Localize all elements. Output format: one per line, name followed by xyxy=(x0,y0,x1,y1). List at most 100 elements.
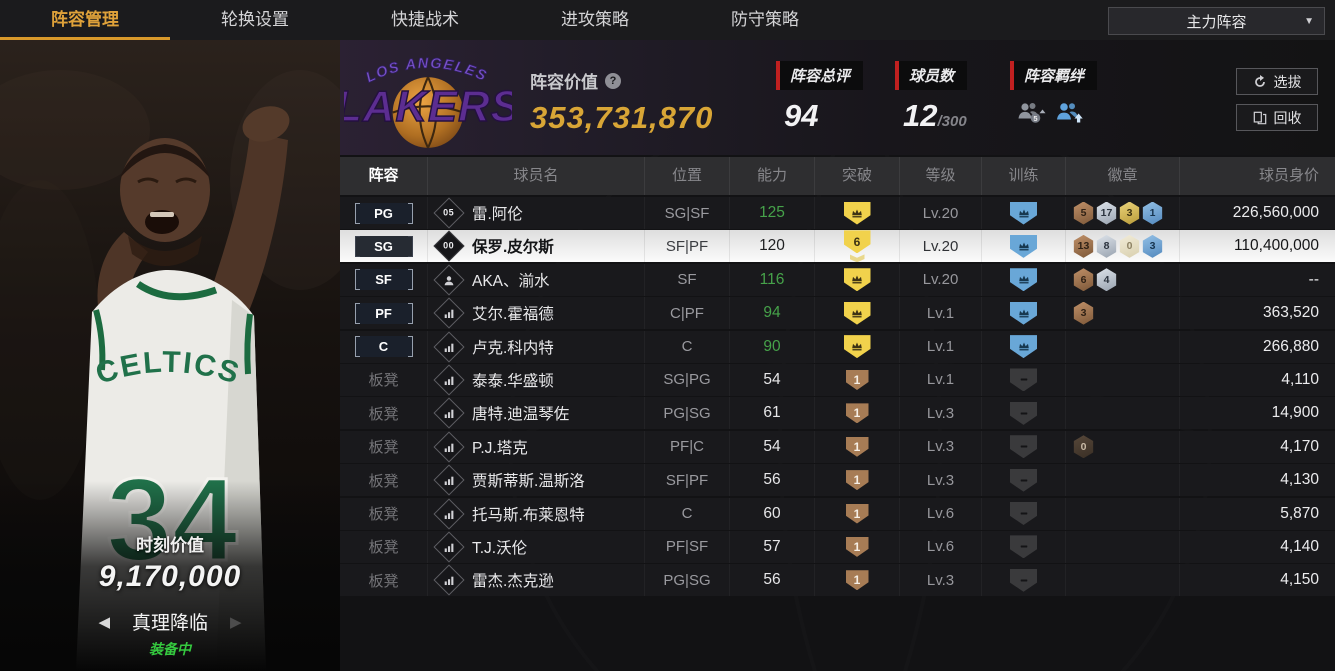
minus-icon xyxy=(1020,412,1027,415)
table-row[interactable]: 板凳 T.J.沃伦 PF|SF 57 1 Lv.6 4,140 xyxy=(340,530,1335,563)
chevron-icon xyxy=(849,254,865,263)
level-cell: Lv.3 xyxy=(900,564,982,597)
slot-label: 板凳 xyxy=(368,506,399,524)
ability-value: 56 xyxy=(763,471,781,489)
slot-cell: PG xyxy=(340,197,428,229)
nav-tab[interactable]: 阵容管理 xyxy=(0,0,170,40)
training-empty-badge xyxy=(1010,401,1037,425)
equipped-status: 装备中 xyxy=(149,641,191,657)
overall-rating-label: 阵容总评 xyxy=(776,61,864,90)
badge-hex-bronze: 3 xyxy=(1073,301,1094,325)
column-header: 等级 xyxy=(900,157,982,195)
bond-blue-icon[interactable] xyxy=(1054,100,1084,125)
lineup-value: 353,731,870 xyxy=(530,100,714,135)
value-cell: -- xyxy=(1180,264,1335,296)
ability-value: 90 xyxy=(763,337,781,355)
select-players-button[interactable]: 选拔 xyxy=(1236,68,1318,95)
badges-cell: 3 xyxy=(1066,297,1180,330)
player-cell: 卢克.科内特 xyxy=(428,330,645,363)
lineup-selector-dropdown[interactable]: 主力阵容 ▼ xyxy=(1108,7,1325,35)
slot-cell: 板凳 xyxy=(340,497,428,530)
next-moment-arrow-icon[interactable]: ▶ xyxy=(230,613,242,631)
ability-cell: 116 xyxy=(730,263,815,296)
player-value: 4,150 xyxy=(1280,571,1319,589)
column-header: 能力 xyxy=(730,157,815,195)
breakthrough-cell: 1 xyxy=(815,530,900,563)
position-value: SG|SF xyxy=(664,204,710,222)
nav-tab[interactable]: 轮换设置 xyxy=(221,10,289,29)
level-cell: Lv.1 xyxy=(900,363,982,396)
table-row[interactable]: C 卢克.科内特 C 90 Lv.1 266,880 xyxy=(340,330,1335,363)
stats-icon-frame xyxy=(433,564,465,596)
table-row[interactable]: 板凳 雷杰.杰克逊 PG|SG 56 1 Lv.3 4,150 xyxy=(340,564,1335,597)
table-row[interactable]: PF 艾尔.霍福德 C|PF 94 Lv.1 3 363,520 xyxy=(340,297,1335,330)
help-icon[interactable]: ? xyxy=(605,72,621,89)
position-cell: SG|PG xyxy=(645,363,730,396)
ability-cell: 125 xyxy=(730,197,815,229)
bond-gray-icon[interactable]: 5 xyxy=(1016,100,1046,125)
slot-label: 板凳 xyxy=(368,372,399,390)
training-crown-badge xyxy=(1010,268,1037,292)
breakthrough-cell xyxy=(815,297,900,330)
player-cell: 雷杰.杰克逊 xyxy=(428,564,645,597)
lineup-value-label: 阵容价值 xyxy=(530,73,598,92)
player-count-cap: /300 xyxy=(937,113,967,130)
position-cell: SF|PF xyxy=(645,464,730,497)
training-empty-badge xyxy=(1010,535,1037,559)
ability-cell: 120 xyxy=(730,230,815,263)
level-value: Lv.1 xyxy=(926,371,955,389)
slot-label: SF xyxy=(375,272,392,288)
player-cell: AKA、湔水 xyxy=(428,263,645,296)
slot-label: 板凳 xyxy=(368,572,399,590)
team-header: LOS ANGELES LAKERS 阵容价值 ? 353,731,870 阵容… xyxy=(335,40,1335,155)
badge-hex-bronze: 6 xyxy=(1073,268,1094,292)
stats-icon-frame xyxy=(433,364,465,396)
player-cell: 托马斯.布莱恩特 xyxy=(428,497,645,530)
crown-icon xyxy=(1018,275,1029,284)
player-value: 4,170 xyxy=(1280,437,1319,455)
main-content: LOS ANGELES LAKERS 阵容价值 ? 353,731,870 阵容… xyxy=(335,40,1335,671)
slot-label: SG xyxy=(374,238,393,254)
moment-value-label: 时刻价值 xyxy=(136,536,204,555)
table-row[interactable]: SF AKA、湔水 SF 116 Lv.20 6 4 -- xyxy=(340,263,1335,296)
minus-icon xyxy=(1020,378,1027,381)
nav-tab[interactable]: 进攻策略 xyxy=(561,10,629,29)
training-crown-badge xyxy=(1010,234,1037,258)
table-row[interactable]: PG 05 雷.阿伦 SG|SF 125 Lv.20 5 17 3 1 226,560,000 xyxy=(340,197,1335,229)
value-cell: 363,520 xyxy=(1180,297,1335,329)
nav-tab[interactable]: 防守策略 xyxy=(731,10,799,29)
breakthrough-number-badge: 6 xyxy=(843,230,871,263)
ability-value: 120 xyxy=(759,237,785,255)
table-row[interactable]: 板凳 托马斯.布莱恩特 C 60 1 Lv.6 5,870 xyxy=(340,497,1335,530)
value-cell: 4,150 xyxy=(1180,564,1335,596)
player-cell: 唐特.迪温琴佐 xyxy=(428,397,645,430)
position-value: SF xyxy=(677,271,697,289)
level-cell: Lv.1 xyxy=(900,297,982,330)
level-value: Lv.3 xyxy=(926,471,955,489)
stats-icon-frame xyxy=(433,297,465,329)
ability-cell: 94 xyxy=(730,297,815,330)
stats-icon-frame xyxy=(433,431,465,463)
value-cell: 4,140 xyxy=(1180,531,1335,563)
table-row[interactable]: SG 00 保罗.皮尔斯 SF|PF 120 6 Lv.20 13 8 0 3 110,400,000 xyxy=(340,230,1335,263)
prev-moment-arrow-icon[interactable]: ◀ xyxy=(98,613,110,631)
nav-tab[interactable]: 快捷战术 xyxy=(391,10,459,29)
ability-cell: 61 xyxy=(730,397,815,430)
slot-cell: 板凳 xyxy=(340,363,428,396)
slot-cell: 板凳 xyxy=(340,564,428,597)
table-row[interactable]: 板凳 泰泰.华盛顿 SG|PG 54 1 Lv.1 4,110 xyxy=(340,363,1335,396)
minus-icon xyxy=(1020,545,1027,548)
breakthrough-crown-badge xyxy=(843,201,871,225)
recycle-button[interactable]: 回收 xyxy=(1236,104,1318,131)
badge-hex-bronze: 5 xyxy=(1073,201,1094,225)
ability-cell: 54 xyxy=(730,363,815,396)
level-value: Lv.3 xyxy=(926,438,955,456)
player-value: 226,560,000 xyxy=(1232,204,1319,221)
slot-badge: PG xyxy=(354,202,413,224)
person-icon-frame xyxy=(433,264,465,296)
table-row[interactable]: 板凳 P.J.塔克 PF|C 54 1 Lv.3 0 4,170 xyxy=(340,430,1335,463)
table-row[interactable]: 板凳 贾斯蒂斯.温斯洛 SF|PF 56 1 Lv.3 4,130 xyxy=(340,464,1335,497)
table-row[interactable]: 板凳 唐特.迪温琴佐 PG|SG 61 1 Lv.3 14,900 xyxy=(340,397,1335,430)
ability-cell: 56 xyxy=(730,464,815,497)
